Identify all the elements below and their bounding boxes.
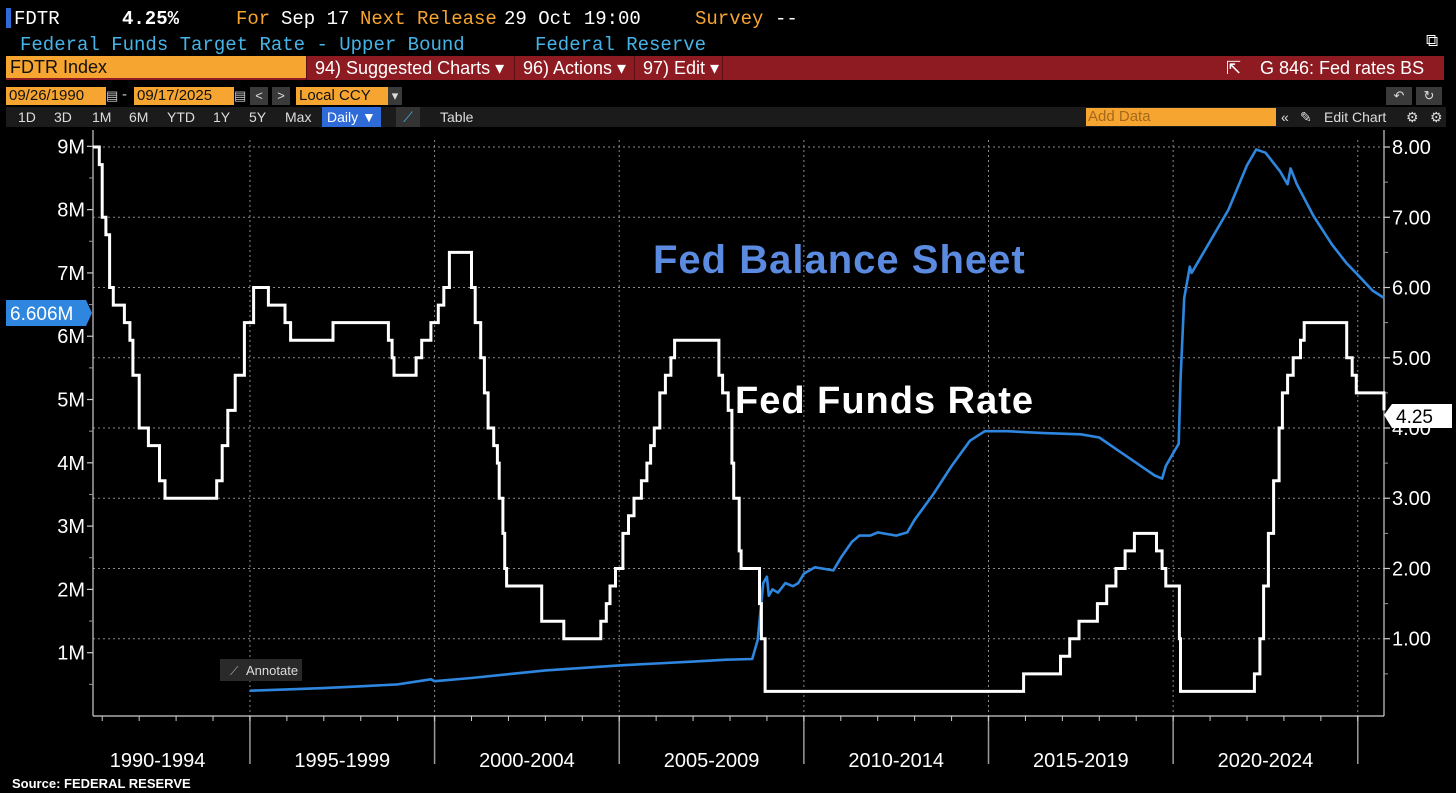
rate-annotation: Fed Funds Rate [735, 380, 1034, 422]
right-tick-label: 2.00 [1392, 558, 1431, 580]
end-calendar-icon[interactable]: ▤ [234, 87, 247, 105]
x-tick-label: 2010-2014 [848, 750, 944, 772]
left-tick-label: 7M [57, 263, 85, 285]
range-selector-row: 1D 3D 1M 6M YTD 1Y 5Y Max Daily ▼ ⟋ Tabl… [6, 107, 1446, 127]
end-date-input[interactable]: 09/17/2025 [134, 87, 236, 105]
left-tick-label: 6M [57, 326, 85, 348]
start-calendar-icon[interactable]: ▤ [106, 87, 119, 105]
survey-value: -- [775, 8, 798, 30]
fed-chart: 1990-1994 1995-1999 2000-2004 2005-2009 2010… [6, 130, 1452, 772]
left-tick-label: 2M [57, 579, 85, 601]
function-toolbar: FDTR Index 94) Suggested Charts ▾ 96) Ac… [6, 56, 1444, 80]
last-balance-value: 6.606M [10, 304, 73, 325]
grid [93, 140, 1384, 716]
for-label: For [236, 8, 271, 30]
left-tick-label: 3M [57, 516, 85, 538]
next-release-label: Next Release [360, 8, 497, 30]
edit-chart-button[interactable]: Edit Chart [1324, 109, 1387, 125]
left-tick-label: 5M [57, 390, 85, 412]
security-color-marker [6, 8, 11, 28]
last-rate-tag: 4.25 [1384, 404, 1452, 428]
range-6m[interactable]: 6M [129, 109, 149, 125]
range-ytd[interactable]: YTD [167, 109, 195, 125]
x-tick-label: 1990-1994 [110, 750, 206, 772]
left-tick-label: 8M [57, 200, 85, 222]
axes [87, 130, 1390, 764]
frequency-select[interactable]: Daily ▼ [322, 107, 381, 127]
line-chart-icon[interactable]: ⟋ [396, 107, 420, 127]
range-5y[interactable]: 5Y [249, 109, 267, 125]
chart-settings-icon[interactable]: ⚙ [1406, 109, 1419, 125]
currency-dropdown-icon[interactable]: ▾ [388, 87, 402, 105]
add-data-input[interactable]: Add Data [1086, 108, 1276, 126]
right-tick-label: 5.00 [1392, 348, 1431, 370]
security-description-row: Federal Funds Target Rate - Upper Bound … [0, 32, 1456, 56]
range-3d[interactable]: 3D [54, 109, 72, 125]
left-tick-label: 9M [57, 136, 85, 158]
prev-period-button[interactable]: < [250, 87, 268, 105]
last-value: 4.25% [122, 8, 180, 30]
export-icon[interactable]: ⇱ [1226, 58, 1242, 78]
popout-icon[interactable]: ⧉ [1426, 33, 1439, 52]
right-tick-label: 1.00 [1392, 629, 1431, 651]
source-footnote: Source: FEDERAL RESERVE [12, 776, 191, 791]
currency-select[interactable]: Local CCY [296, 87, 392, 105]
start-date-input[interactable]: 09/26/1990 [6, 87, 106, 105]
next-release-date: 29 Oct 19:00 [504, 8, 641, 30]
last-rate-value: 4.25 [1396, 407, 1433, 428]
right-axis-labels: 1.002.003.004.005.006.007.008.00 [1392, 137, 1431, 651]
last-balance-tag: 6.606M [6, 300, 92, 326]
annotate-label[interactable]: Annotate [246, 663, 298, 678]
security-field[interactable]: FDTR Index [6, 56, 306, 78]
x-tick-label: 2000-2004 [479, 750, 575, 772]
gear-icon[interactable]: ⚙ [1430, 109, 1443, 125]
annotate-button[interactable]: ⟋ Annotate [220, 659, 302, 681]
data-source: Federal Reserve [535, 34, 707, 56]
security-header: FDTR 4.25% For Sep 17 Next Release 29 Oc… [0, 6, 1456, 30]
security-description: Federal Funds Target Rate - Upper Bound [20, 34, 465, 56]
right-tick-label: 6.00 [1392, 278, 1431, 300]
left-tick-label: 4M [57, 453, 85, 475]
right-tick-label: 7.00 [1392, 207, 1431, 229]
date-range-row: 09/26/1990 ▤ - 09/17/2025 ▤ < > Local CC… [6, 86, 1446, 106]
actions-menu[interactable]: 96) Actions ▾ [514, 56, 626, 80]
balance-sheet-annotation: Fed Balance Sheet [653, 238, 1026, 282]
range-1y[interactable]: 1Y [213, 109, 231, 125]
range-1m[interactable]: 1M [92, 109, 112, 125]
next-period-button[interactable]: > [272, 87, 290, 105]
x-axis-labels: 1990-1994 1995-1999 2000-2004 2005-2009 2010… [110, 750, 1313, 772]
x-tick-label: 2020-2024 [1218, 750, 1314, 772]
right-tick-label: 8.00 [1392, 137, 1431, 159]
x-tick-label: 1995-1999 [294, 750, 390, 772]
svg-text:⟋: ⟋ [230, 664, 239, 678]
undo-icon[interactable]: ↶ [1386, 87, 1412, 105]
edit-menu[interactable]: 97) Edit ▾ [634, 56, 719, 80]
x-tick-label: 2005-2009 [664, 750, 760, 772]
chart-name[interactable]: G 846: Fed rates BS [1260, 58, 1425, 78]
balance-sheet-line[interactable] [249, 148, 1385, 692]
range-max[interactable]: Max [285, 109, 312, 125]
left-axis-labels: 1M 2M 3M 4M 5M 6M 7M 8M 9M [57, 136, 85, 664]
range-1d[interactable]: 1D [18, 109, 36, 125]
for-date: Sep 17 [281, 8, 350, 30]
left-tick-label: 1M [57, 643, 85, 665]
table-button[interactable]: Table [440, 109, 474, 125]
ticker[interactable]: FDTR [14, 8, 60, 30]
refresh-icon[interactable]: ↻ [1416, 87, 1442, 105]
pencil-icon[interactable]: ✎ [1300, 109, 1312, 125]
survey-label: Survey [695, 8, 764, 30]
suggested-charts-menu[interactable]: 94) Suggested Charts ▾ [306, 56, 504, 80]
fed-funds-rate-line[interactable] [93, 145, 1386, 693]
x-tick-label: 2015-2019 [1033, 750, 1129, 772]
collapse-icon[interactable]: « [1281, 109, 1289, 125]
right-tick-label: 3.00 [1392, 488, 1431, 510]
